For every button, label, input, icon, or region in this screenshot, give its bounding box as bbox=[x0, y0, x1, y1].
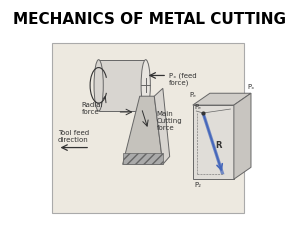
Polygon shape bbox=[193, 105, 234, 179]
Text: Pₑ: Pₑ bbox=[189, 92, 197, 98]
Bar bbox=[52, 43, 244, 213]
Text: P₂: P₂ bbox=[194, 182, 202, 188]
Text: Radial
force: Radial force bbox=[82, 102, 103, 115]
Polygon shape bbox=[234, 93, 251, 179]
Polygon shape bbox=[154, 88, 170, 164]
Bar bbox=[99, 60, 146, 111]
Text: Pₓ (feed
force): Pₓ (feed force) bbox=[169, 72, 196, 86]
Ellipse shape bbox=[141, 60, 150, 111]
Text: MECHANICS OF METAL CUTTING: MECHANICS OF METAL CUTTING bbox=[14, 12, 286, 27]
Text: Pₑ: Pₑ bbox=[194, 104, 202, 110]
Text: Main
Cutting
force: Main Cutting force bbox=[157, 111, 182, 131]
Text: Tool feed
direction: Tool feed direction bbox=[58, 130, 89, 143]
Polygon shape bbox=[193, 93, 251, 105]
Polygon shape bbox=[201, 113, 224, 174]
Polygon shape bbox=[123, 96, 163, 164]
Text: R: R bbox=[215, 141, 221, 150]
Ellipse shape bbox=[94, 60, 103, 111]
Bar bbox=[123, 153, 163, 164]
Text: Pₓ: Pₓ bbox=[248, 84, 255, 90]
